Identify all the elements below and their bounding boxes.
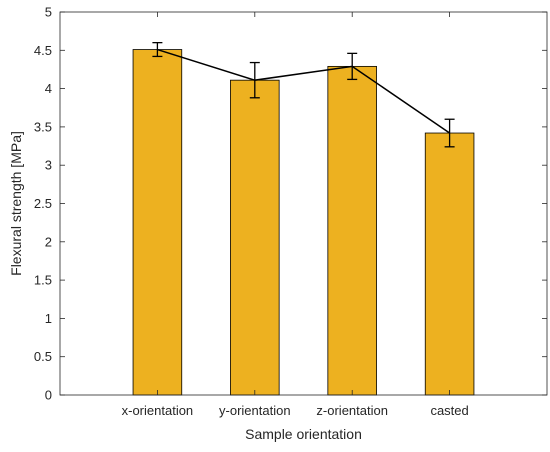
y-tick-label: 4.5: [34, 43, 52, 58]
x-tick-label: y-orientation: [219, 403, 291, 418]
y-tick-label: 0: [45, 388, 52, 403]
x-axis-label: Sample orientation: [245, 426, 362, 442]
y-tick-label: 3.5: [34, 119, 52, 134]
y-tick-label: 5: [45, 5, 52, 20]
connecting-line-group: [157, 48, 451, 134]
y-tick-label: 2: [45, 234, 52, 249]
error-bar-casted: [444, 118, 455, 148]
y-tick-label: 0.5: [34, 349, 52, 364]
x-tick-label: casted: [430, 403, 468, 418]
y-axis-label: Flexural strength [MPa]: [8, 131, 24, 276]
error-bar-z-orientation: [347, 52, 358, 81]
bars-group: [132, 49, 475, 396]
connecting-line: [157, 48, 451, 134]
y-ticks-group: 0 0.5 1 1.5 2 2.5 3 3.5 4 4.5 5: [34, 5, 547, 403]
x-ticks-group: x-orientation y-orientation z-orientation c…: [122, 12, 469, 418]
y-tick-label: 1.5: [34, 273, 52, 288]
y-tick-label: 2.5: [34, 196, 52, 211]
y-tick-label: 1: [45, 311, 52, 326]
error-bars-group: [152, 41, 455, 148]
bar-z-orientation: [327, 65, 377, 396]
bar-x-orientation: [132, 49, 183, 396]
bar-casted: [424, 132, 475, 396]
error-bar-y-orientation: [249, 61, 260, 99]
y-tick-label: 4: [45, 81, 52, 96]
error-bar-x-orientation: [152, 41, 163, 58]
bar-y-orientation: [230, 79, 280, 396]
y-tick-label: 3: [45, 158, 52, 173]
x-tick-label: z-orientation: [316, 403, 388, 418]
x-tick-label: x-orientation: [122, 403, 194, 418]
